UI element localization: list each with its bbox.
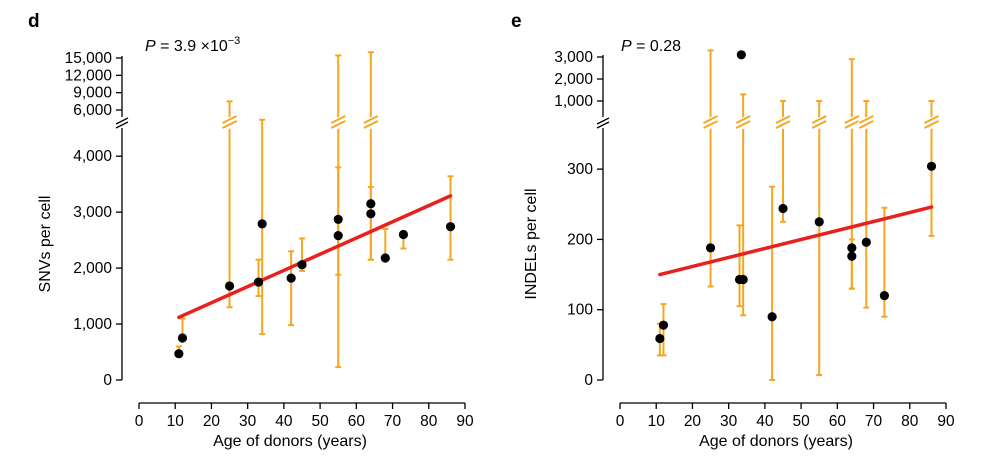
y-tick-label: 9,000 [73,85,112,102]
p-value-text: = 3.9 ×10 [156,38,228,55]
x-tick-label: 80 [420,413,438,430]
x-tick-label: 30 [720,413,738,430]
y-tick-label: 15,000 [65,50,113,67]
x-tick-label: 40 [756,413,774,430]
y-tick-label: 200 [567,231,593,248]
error-break-marker [924,115,939,129]
data-point [814,217,824,227]
x-tick-label: 10 [648,413,666,430]
data-point [174,349,184,359]
panel-d: d P = 3.9 ×10−3 Age of donors (years) SN… [28,11,474,450]
y-axis-break-marker [596,117,610,129]
panel-e: e P = 0.28 Age of donors (years) INDELs … [511,11,955,450]
y-tick-label: 300 [567,161,593,178]
y-tick-label: 3,000 [554,49,593,66]
x-axis-label: Age of donors (years) [699,433,853,450]
p-value-d: P = 3.9 ×10−3 [145,35,240,55]
data-point [224,281,235,291]
y-tick-label: 1,000 [554,93,593,110]
x-tick-label: 40 [275,413,293,430]
y-tick-label: 100 [567,302,593,319]
error-break-marker [775,115,791,129]
x-tick-label: 70 [865,413,883,430]
data-point [380,253,390,263]
x-tick-label: 20 [684,413,702,430]
error-break-marker [703,115,719,129]
data-marks [174,51,456,369]
axes: 0 10 20 30 40 50 60 70 80 90 0 1,000 2,000 3,000 4,000… [65,50,474,430]
y-tick-label: 6,000 [73,102,112,119]
y-axis-break-marker [115,117,129,129]
data-point [778,203,788,214]
y-tick-label: 0 [584,372,593,389]
y-tick-label: 0 [103,372,112,389]
data-point [736,50,746,60]
panel-label-e: e [511,11,522,32]
x-tick-label: 90 [456,413,474,430]
x-axis-label: Age of donors (years) [213,433,367,450]
data-point [705,243,716,253]
x-tick-label: 90 [937,413,955,430]
y-tick-label: 12,000 [65,67,113,84]
p-value-symbol: P [621,38,632,55]
y-tick-label: 2,000 [73,260,112,277]
y-tick-label: 3,000 [73,204,112,221]
panel-label-d: d [28,11,40,32]
data-point [445,222,456,232]
data-marks [655,49,940,381]
error-break-marker [844,115,860,129]
x-tick-label: 30 [239,413,257,430]
y-tick-label: 2,000 [554,71,593,88]
p-value-text: = 0.28 [632,38,681,55]
data-point [333,231,343,241]
x-tick-label: 0 [135,413,144,430]
error-break-marker [222,115,238,129]
data-point [366,199,376,209]
error-break-marker [811,115,827,129]
data-point [738,274,748,285]
p-value-symbol: P [145,38,156,55]
data-point [658,320,669,330]
p-value-exponent: −3 [228,35,241,47]
y-axis-label: SNVs per cell [37,196,54,293]
x-tick-label: 50 [792,413,810,430]
data-point [847,251,857,261]
data-point [879,291,890,301]
data-point [177,333,188,343]
data-point [333,214,343,225]
data-point [926,161,937,171]
x-tick-label: 60 [829,413,847,430]
axes: 0 10 20 30 40 50 60 70 80 90 0 100 200 300 1,000 2,000 3… [554,49,955,430]
x-tick-label: 0 [616,413,625,430]
data-point [257,219,267,229]
data-point [398,229,409,240]
y-axis-label: INDELs per cell [523,188,540,299]
data-point [847,243,857,253]
error-break-marker [858,115,874,129]
y-tick-label: 1,000 [73,316,112,333]
data-point [286,273,296,283]
p-value-e: P = 0.28 [621,38,681,55]
y-tick-label: 4,000 [73,148,112,165]
trend-line [177,194,453,320]
x-tick-label: 80 [901,413,919,430]
x-tick-label: 20 [203,413,221,430]
error-break-marker [735,115,751,129]
data-point [253,277,264,287]
data-point [655,333,665,344]
trend-line [658,205,934,277]
data-point [297,260,307,270]
x-tick-label: 60 [348,413,366,430]
data-point [366,209,376,219]
x-tick-label: 10 [167,413,185,430]
error-break-marker [363,115,379,129]
data-point [767,312,777,322]
data-point [861,237,871,247]
error-break-marker [330,115,346,129]
x-tick-label: 70 [384,413,402,430]
x-tick-label: 50 [311,413,329,430]
